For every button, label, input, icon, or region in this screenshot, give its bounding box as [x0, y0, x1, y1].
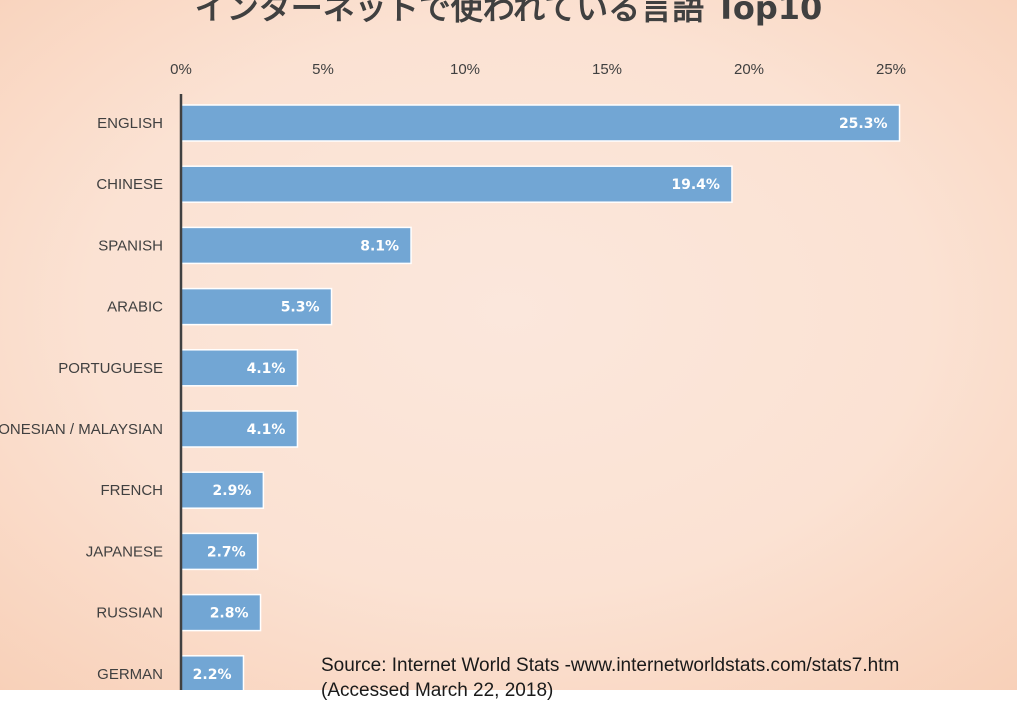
bar — [180, 165, 733, 203]
bar — [180, 410, 299, 448]
bar — [180, 593, 262, 632]
source-line-2: (Accessed March 22, 2018) — [321, 680, 554, 701]
data-label: 25.3% — [839, 116, 888, 132]
category-label: PORTUGUESE — [58, 360, 163, 377]
category-label: CHINESE — [96, 176, 163, 193]
data-label: 19.4% — [671, 177, 720, 193]
data-label: 2.9% — [213, 483, 252, 499]
bars-group: ENGLISH 25.3% CHINESE 19.4% SPANISH 8.1% ARABI… — [0, 104, 901, 690]
x-tick-label: 25% — [876, 61, 906, 78]
chart-title: インターネットで使われている言語 Top10 — [194, 0, 823, 27]
bar — [180, 655, 245, 690]
category-label: INDONESIAN / MALAYSIAN — [0, 421, 163, 438]
bar — [180, 349, 299, 387]
x-tick-label: 5% — [312, 61, 334, 78]
source-note: Source: Internet World Stats -www.intern… — [321, 653, 899, 703]
data-label: 2.2% — [193, 667, 232, 683]
category-label: GERMAN — [97, 666, 163, 683]
x-tick-label: 10% — [450, 61, 480, 78]
data-label: 2.7% — [207, 544, 246, 560]
x-tick-label: 20% — [734, 61, 764, 78]
data-label: 4.1% — [247, 422, 286, 438]
data-label: 8.1% — [360, 238, 399, 254]
category-label: ENGLISH — [97, 115, 163, 132]
bar — [180, 104, 901, 142]
category-label: FRENCH — [101, 482, 164, 499]
data-label: 5.3% — [281, 300, 320, 316]
x-tick-label: 15% — [592, 61, 622, 78]
bar — [180, 471, 265, 509]
x-axis-ticks: 0% 5% 10% 15% 20% 25% — [170, 61, 906, 78]
x-tick-label: 0% — [170, 61, 192, 78]
data-label: 4.1% — [247, 361, 286, 377]
category-label: ARABIC — [107, 299, 163, 316]
data-label: 2.8% — [210, 606, 249, 622]
bar — [180, 226, 412, 265]
category-label: SPANISH — [98, 237, 163, 254]
bar — [180, 532, 259, 571]
source-line-1: Source: Internet World Stats -www.intern… — [321, 655, 900, 676]
category-label: RUSSIAN — [96, 605, 163, 622]
category-label: JAPANESE — [86, 543, 163, 560]
